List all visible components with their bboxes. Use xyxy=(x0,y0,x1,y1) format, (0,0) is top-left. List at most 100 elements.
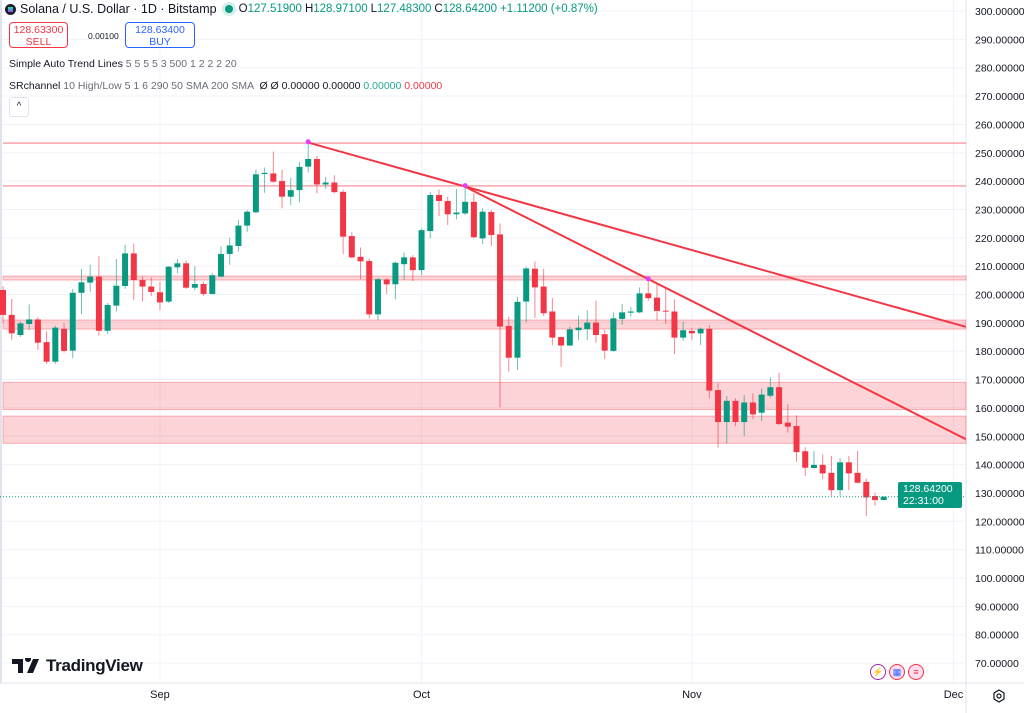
candle-body xyxy=(627,311,634,313)
y-tick-label: 140.00000 xyxy=(975,460,1024,472)
candle-body xyxy=(374,279,381,315)
candle-body xyxy=(366,261,373,315)
candle-body xyxy=(592,322,599,336)
collapse-legend-button[interactable]: ^ xyxy=(9,97,29,117)
candle-body xyxy=(130,253,137,281)
candle xyxy=(357,247,364,280)
candle xyxy=(810,450,817,469)
candle xyxy=(854,450,861,484)
candle-body xyxy=(776,387,783,425)
y-tick-label: 90.00000 xyxy=(975,601,1019,613)
candle-body xyxy=(270,173,277,182)
y-tick-label: 230.00000 xyxy=(975,204,1024,216)
y-tick-label: 150.00000 xyxy=(975,431,1024,443)
candle-body xyxy=(854,472,861,483)
candle xyxy=(654,283,660,321)
candle xyxy=(95,256,102,336)
candle xyxy=(148,277,155,296)
candle xyxy=(732,398,739,427)
candle xyxy=(61,322,68,353)
candle xyxy=(183,260,190,289)
candle-body xyxy=(218,253,224,277)
candle-body xyxy=(505,325,512,358)
candle xyxy=(575,315,582,341)
symbol-title[interactable]: Solana / U.S. Dollar · 1D · Bitstamp xyxy=(20,2,217,16)
y-tick-label: 300.00000 xyxy=(975,6,1024,18)
candle xyxy=(479,208,486,245)
y-tick-label: 120.00000 xyxy=(975,516,1024,528)
candle xyxy=(122,244,129,289)
candle-body xyxy=(802,451,809,468)
candle-body xyxy=(26,319,33,324)
candle-body xyxy=(52,327,59,362)
y-tick-label: 100.00000 xyxy=(975,573,1024,585)
trend-line xyxy=(464,185,967,440)
settings-gear-icon[interactable] xyxy=(992,689,1006,703)
candle-body xyxy=(680,330,687,338)
price-change: +1.11200 (+0.87%) xyxy=(500,3,598,15)
event-us-flag-icon-2[interactable]: ≡ xyxy=(908,664,924,680)
trend-line xyxy=(307,141,966,328)
candle-body xyxy=(279,181,286,197)
candle xyxy=(78,268,85,315)
candle xyxy=(444,196,451,226)
candle xyxy=(610,312,617,352)
candle xyxy=(279,169,286,209)
candle-body xyxy=(549,311,556,338)
candle xyxy=(113,259,120,312)
candle xyxy=(584,310,591,341)
y-tick-label: 130.00000 xyxy=(975,488,1024,500)
last-price-label: 128.64200 22:31:00 xyxy=(898,482,962,508)
candle-body xyxy=(209,275,216,294)
candle xyxy=(104,303,111,335)
pivot-point-marker xyxy=(462,183,468,189)
candle-body xyxy=(383,279,390,285)
candle xyxy=(218,246,224,278)
candle-body xyxy=(8,314,15,334)
candle xyxy=(374,277,381,321)
solana-logo-icon xyxy=(5,3,16,15)
candle-body xyxy=(497,234,504,327)
indicator-srchannel[interactable]: SRchannel 10 High/Low 5 1 6 290 50 SMA 2… xyxy=(9,80,443,92)
candle-body xyxy=(313,158,320,185)
candle-body xyxy=(610,318,617,351)
buy-button[interactable]: 128.63400 BUY xyxy=(125,22,195,48)
sell-button[interactable]: 128.63300 SELL xyxy=(9,22,68,48)
candle-body xyxy=(723,400,730,423)
candle-body xyxy=(479,211,486,239)
ohlc-close: C128.64200 xyxy=(434,3,498,15)
candle-body xyxy=(235,225,242,247)
candle-body xyxy=(601,334,608,351)
candle xyxy=(87,264,94,292)
candle xyxy=(366,258,373,319)
candle xyxy=(209,273,216,295)
candle xyxy=(436,189,442,216)
candle-body xyxy=(767,387,774,396)
candle xyxy=(767,377,774,398)
indicator-auto-trend-lines[interactable]: Simple Auto Trend Lines 5 5 5 5 3 500 1 … xyxy=(9,58,237,70)
candle-body xyxy=(584,322,591,330)
candle xyxy=(453,189,460,220)
candle-body xyxy=(392,262,399,285)
tradingview-logo[interactable]: TradingView xyxy=(12,656,143,676)
candle xyxy=(8,299,15,340)
candle xyxy=(340,189,347,254)
y-tick-label: 110.00000 xyxy=(975,545,1024,557)
candle-body xyxy=(697,328,704,334)
candle xyxy=(52,325,59,364)
event-us-flag-icon[interactable]: ▦ xyxy=(889,664,905,680)
candle-body xyxy=(872,496,878,501)
candle xyxy=(43,331,50,364)
candle-body xyxy=(122,253,129,286)
candle xyxy=(34,317,41,350)
candle-body xyxy=(784,422,791,427)
x-tick-label: Sep xyxy=(150,689,170,701)
candle-body xyxy=(78,282,85,293)
candle-body xyxy=(436,194,442,201)
event-lightning-icon[interactable]: ⚡ xyxy=(870,664,886,680)
candle-body xyxy=(340,191,347,237)
candle xyxy=(488,210,495,247)
candle xyxy=(505,316,512,372)
candle xyxy=(287,177,294,206)
